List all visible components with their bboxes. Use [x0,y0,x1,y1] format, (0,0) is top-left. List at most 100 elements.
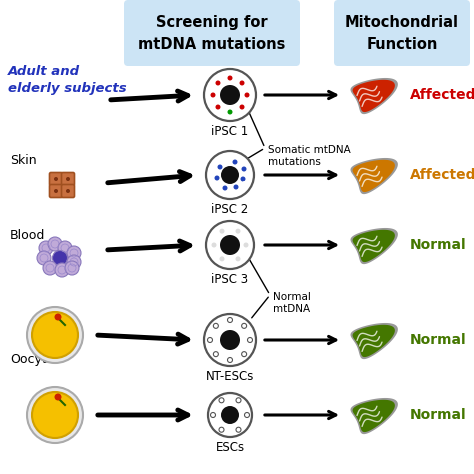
Circle shape [219,398,224,403]
Text: Affected: Affected [410,88,474,102]
Circle shape [236,398,241,403]
Circle shape [208,337,212,343]
FancyBboxPatch shape [49,184,63,198]
Text: NT-ESCs: NT-ESCs [206,370,254,383]
Circle shape [247,337,253,343]
Circle shape [228,155,233,161]
Circle shape [234,184,238,190]
Circle shape [228,318,233,322]
Polygon shape [350,158,398,194]
Circle shape [221,406,239,424]
Text: Normal: Normal [410,408,466,422]
Circle shape [240,176,246,182]
Circle shape [219,427,224,432]
Text: Function: Function [366,36,438,52]
Circle shape [228,109,233,115]
Circle shape [213,323,219,328]
Circle shape [27,387,83,443]
Circle shape [58,241,72,255]
Circle shape [245,92,249,98]
Circle shape [27,307,83,363]
Circle shape [204,69,256,121]
Circle shape [233,159,237,164]
Circle shape [39,241,53,255]
Circle shape [55,313,62,320]
Text: Skin: Skin [10,154,36,166]
Text: Normal: Normal [410,238,466,252]
Polygon shape [353,230,395,262]
Polygon shape [353,80,395,112]
Polygon shape [350,323,398,359]
Text: Oocyte: Oocyte [10,354,55,366]
Circle shape [208,337,212,343]
Text: iPSC 1: iPSC 1 [211,125,249,138]
Circle shape [54,177,58,181]
Polygon shape [353,160,395,192]
Circle shape [221,166,239,184]
Circle shape [242,323,246,328]
Circle shape [247,337,253,343]
Circle shape [53,250,67,265]
Circle shape [211,243,217,247]
Circle shape [54,189,58,193]
Text: Affected: Affected [410,168,474,182]
Circle shape [210,412,216,418]
Circle shape [66,177,70,181]
Circle shape [242,352,246,356]
Circle shape [228,357,233,363]
Polygon shape [350,398,398,434]
Circle shape [208,393,252,437]
Text: Screening for: Screening for [156,15,268,29]
Circle shape [213,181,218,186]
Circle shape [206,151,254,199]
Polygon shape [353,400,395,432]
Text: Adult and
elderly subjects: Adult and elderly subjects [8,65,127,95]
Polygon shape [350,78,398,114]
Circle shape [242,181,247,186]
Circle shape [220,330,240,350]
Text: iPSC 2: iPSC 2 [211,203,249,216]
Polygon shape [353,325,395,357]
Circle shape [65,261,79,275]
Circle shape [216,105,220,109]
Circle shape [210,92,216,98]
Circle shape [242,323,246,328]
Circle shape [245,412,249,418]
Circle shape [228,357,233,363]
Text: ESCs: ESCs [216,441,245,454]
Text: Blood: Blood [10,228,46,241]
Circle shape [55,393,62,401]
Circle shape [239,105,245,109]
Circle shape [206,221,254,269]
Circle shape [219,228,225,234]
Circle shape [244,243,248,247]
Circle shape [32,312,78,358]
Text: Normal
mtDNA: Normal mtDNA [273,292,311,314]
Polygon shape [350,228,398,264]
Circle shape [236,256,240,261]
Text: mtDNA mutations: mtDNA mutations [138,36,286,52]
Circle shape [37,251,51,265]
Circle shape [43,261,57,275]
Circle shape [216,81,220,85]
FancyBboxPatch shape [62,184,74,198]
Circle shape [48,237,62,251]
FancyBboxPatch shape [49,173,63,185]
Text: iPSC 3: iPSC 3 [211,273,248,286]
Text: Somatic mtDNA
mutations: Somatic mtDNA mutations [268,145,351,167]
Circle shape [242,352,246,356]
Circle shape [67,246,81,260]
Circle shape [236,427,241,432]
Circle shape [213,352,219,356]
Circle shape [241,166,246,172]
Text: Mitochondrial: Mitochondrial [345,15,459,29]
FancyBboxPatch shape [62,173,74,185]
Circle shape [213,352,219,356]
Circle shape [67,255,81,269]
Circle shape [213,323,219,328]
Circle shape [220,85,240,105]
Circle shape [215,175,219,181]
Circle shape [236,228,240,234]
Circle shape [55,263,69,277]
Circle shape [222,185,228,191]
